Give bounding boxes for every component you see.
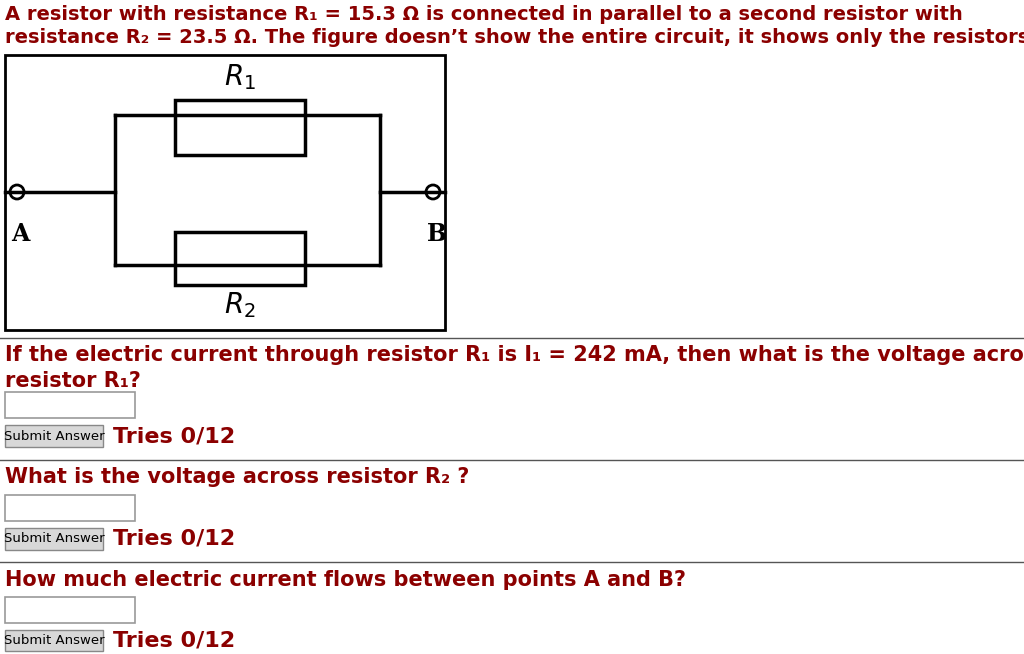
Bar xyxy=(5,392,135,418)
Text: B: B xyxy=(427,222,446,246)
Bar xyxy=(5,495,135,521)
Text: A: A xyxy=(11,222,30,246)
Text: Submit Answer: Submit Answer xyxy=(4,430,104,443)
Text: resistor R₁?: resistor R₁? xyxy=(5,371,141,391)
Bar xyxy=(175,100,305,155)
Bar xyxy=(175,232,305,285)
Text: Submit Answer: Submit Answer xyxy=(4,532,104,545)
Text: How much electric current flows between points A and B?: How much electric current flows between … xyxy=(5,570,686,590)
Text: Submit Answer: Submit Answer xyxy=(4,634,104,647)
Text: $R_2$: $R_2$ xyxy=(224,290,256,320)
Bar xyxy=(5,528,103,550)
Text: Tries 0/12: Tries 0/12 xyxy=(113,630,236,651)
Text: Tries 0/12: Tries 0/12 xyxy=(113,426,236,446)
Text: resistance R₂ = 23.5 Ω. The figure doesn’t show the entire circuit, it shows onl: resistance R₂ = 23.5 Ω. The figure doesn… xyxy=(5,28,1024,47)
Bar xyxy=(5,55,445,330)
Text: $R_1$: $R_1$ xyxy=(224,62,256,92)
Bar xyxy=(5,630,103,651)
Bar xyxy=(5,597,135,623)
Bar xyxy=(5,425,103,447)
Text: Tries 0/12: Tries 0/12 xyxy=(113,529,236,549)
Text: A resistor with resistance R₁ = 15.3 Ω is connected in parallel to a second resi: A resistor with resistance R₁ = 15.3 Ω i… xyxy=(5,5,963,24)
Text: If the electric current through resistor R₁ is I₁ = 242 mA, then what is the vol: If the electric current through resistor… xyxy=(5,345,1024,365)
Text: What is the voltage across resistor R₂ ?: What is the voltage across resistor R₂ ? xyxy=(5,467,469,487)
